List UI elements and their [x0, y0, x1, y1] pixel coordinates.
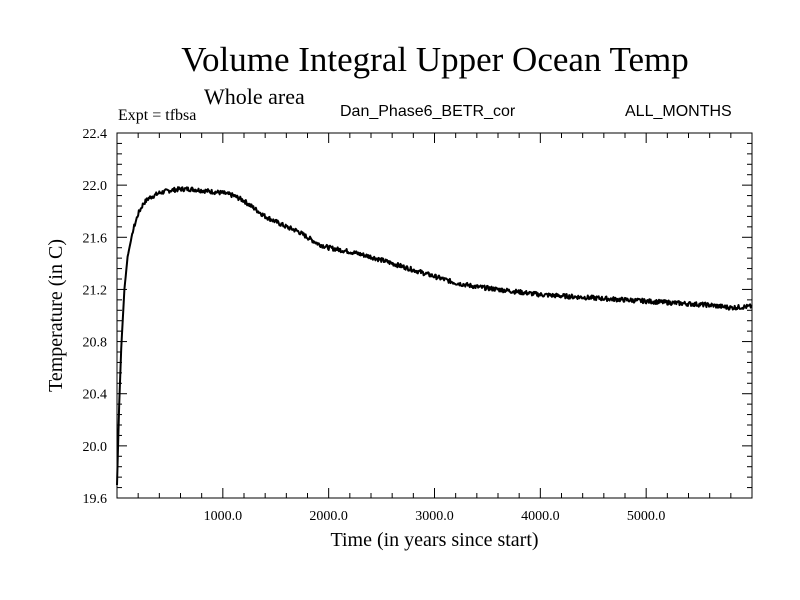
y-tick-label: 20.4: [83, 388, 108, 403]
x-tick-label: 3000.0: [415, 509, 454, 524]
x-axis-label: Time (in years since start): [330, 529, 538, 551]
run-name-label: Dan_Phase6_BETR_cor: [340, 103, 516, 120]
y-tick-label: 22.0: [83, 179, 108, 194]
y-tick-label: 20.0: [83, 440, 108, 455]
plot-frame: [116, 132, 753, 499]
x-tick-label: 5000.0: [627, 509, 666, 524]
experiment-label: Expt = tfbsa: [118, 107, 197, 124]
y-axis-label: Temperature (in C): [45, 239, 67, 392]
y-tick-label: 22.4: [83, 127, 108, 142]
chart-subtitle: Whole area: [204, 84, 305, 109]
y-tick-label: 19.6: [83, 492, 108, 507]
y-tick-label: 20.8: [83, 336, 108, 351]
series-layer: [116, 186, 753, 485]
period-label: ALL_MONTHS: [625, 103, 732, 120]
y-tick-label: 21.2: [83, 283, 108, 298]
x-tick-label: 1000.0: [204, 509, 243, 524]
x-tick-label: 2000.0: [309, 509, 348, 524]
series-line: [116, 186, 753, 485]
y-tick-label: 21.6: [83, 231, 108, 246]
chart-title: Volume Integral Upper Ocean Temp: [181, 40, 689, 79]
x-tick-label: 4000.0: [521, 509, 560, 524]
y-axis-ticks: 19.6 20.0 20.4 20.8 21.2 21.6 22.0 22.4: [83, 127, 752, 507]
x-axis-ticks: 1000.0 2000.0 3000.0 4000.0 5000.0: [137, 133, 732, 524]
